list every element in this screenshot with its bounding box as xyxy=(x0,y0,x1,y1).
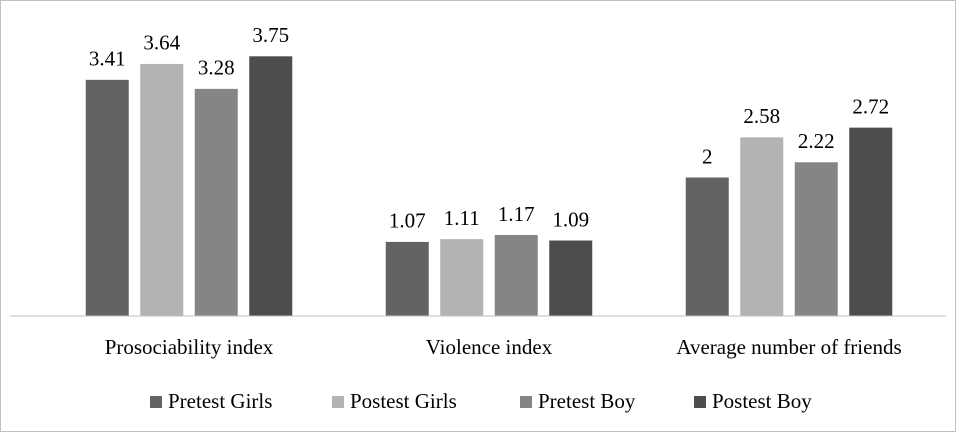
legend-label: Postest Boy xyxy=(712,389,812,413)
bar xyxy=(440,239,484,316)
bar xyxy=(685,177,729,316)
bar xyxy=(494,234,538,316)
x-tick-label: Prosociability index xyxy=(105,335,274,359)
bar xyxy=(140,63,184,317)
bar xyxy=(794,162,838,316)
data-label: 2.72 xyxy=(852,94,889,118)
data-label: 1.07 xyxy=(389,209,426,233)
bar xyxy=(740,137,784,316)
bar xyxy=(85,79,129,316)
legend-label: Pretest Boy xyxy=(538,389,636,413)
bar xyxy=(194,88,238,316)
legend-swatch xyxy=(150,396,162,408)
bar xyxy=(249,56,293,316)
data-label: 3.75 xyxy=(252,23,289,47)
data-label: 1.17 xyxy=(498,202,535,226)
data-label: 3.41 xyxy=(89,47,126,71)
legend-label: Postest Girls xyxy=(350,389,457,413)
data-label: 3.64 xyxy=(143,31,180,55)
legend-swatch xyxy=(694,396,706,408)
legend-swatch xyxy=(332,396,344,408)
data-label: 3.28 xyxy=(198,56,235,80)
data-label: 1.11 xyxy=(444,206,480,230)
bar xyxy=(385,241,429,316)
x-tick-label: Average number of friends xyxy=(676,335,901,359)
data-label: 2.22 xyxy=(798,129,835,153)
legend-label: Pretest Girls xyxy=(168,389,272,413)
data-label: 1.09 xyxy=(552,207,589,231)
legend-swatch xyxy=(520,396,532,408)
bar xyxy=(849,127,893,316)
bar xyxy=(549,240,593,316)
x-tick-label: Violence index xyxy=(426,335,553,359)
data-label: 2 xyxy=(702,144,713,168)
data-label: 2.58 xyxy=(743,104,780,128)
